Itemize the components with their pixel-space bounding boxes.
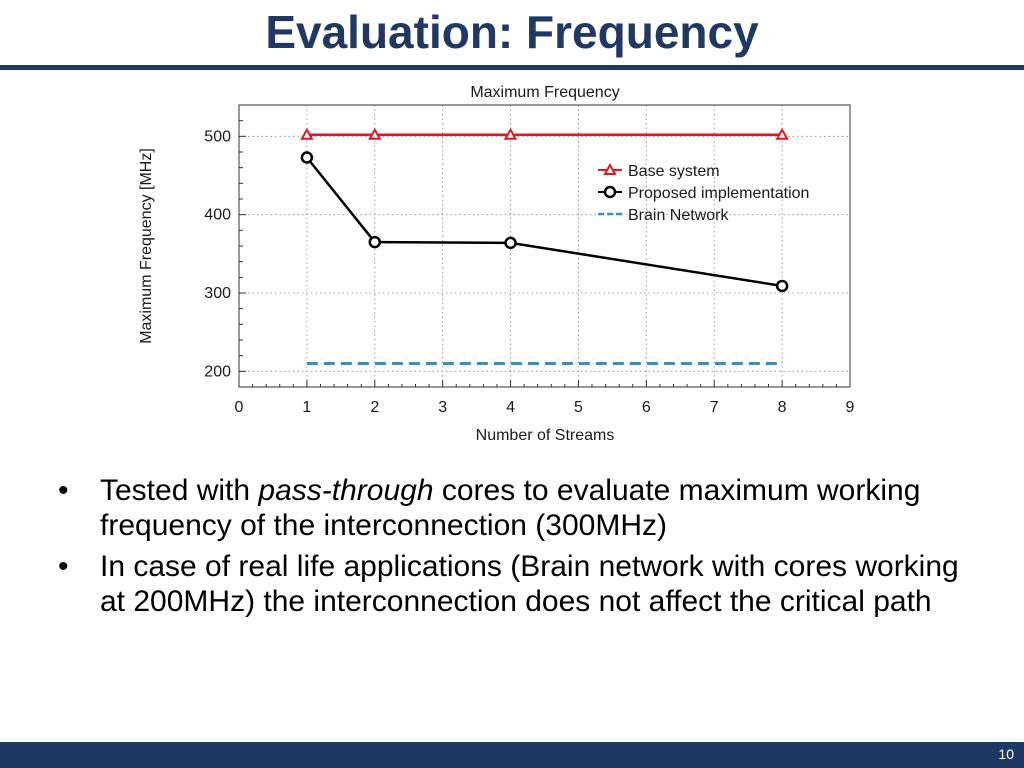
data-point-proposed-implementation [504, 236, 517, 250]
chart-grid [239, 105, 850, 387]
bullet-list: • Tested with pass-through cores to eval… [58, 473, 978, 625]
plot-frame [238, 104, 851, 388]
footer-bar: 10 [0, 742, 1024, 768]
bullet-text-start: Tested with [100, 474, 259, 507]
bullet-text-end: cores to evaluate maximum working freque… [100, 474, 921, 542]
data-point-base-system [368, 127, 382, 140]
x-tick-label: 6 [642, 399, 651, 416]
x-tick-label: 2 [370, 399, 379, 416]
data-point-proposed-implementation [775, 279, 789, 293]
y-tick-label: 500 [204, 128, 231, 145]
series-line-proposed-implementation [305, 156, 783, 288]
max-frequency-chart: Maximum Frequency 0 1 2 3 4 5 6 7 8 9 200 300 400 50… [138, 84, 855, 444]
slide-title: Evaluation: Frequency [265, 6, 759, 58]
legend-marker [603, 185, 617, 199]
x-tick-label: 0 [235, 399, 244, 416]
data-point-base-system [300, 127, 314, 140]
legend-label: Brain Network [628, 207, 729, 224]
x-tick-label: 3 [438, 399, 447, 416]
y-axis-label: Maximum Frequency [MHz] [138, 148, 155, 344]
x-axis-ticks: 0 1 2 3 4 5 6 7 8 9 [235, 380, 855, 416]
legend-marker [603, 162, 617, 175]
chart-legend: Base system Proposed implementation Brain … [598, 162, 809, 224]
y-tick-label: 200 [204, 363, 231, 380]
x-tick-label: 9 [846, 399, 855, 416]
y-tick-label: 300 [204, 285, 231, 302]
bullet-emphasis: pass-through [258, 474, 434, 507]
data-point-proposed-implementation [368, 235, 382, 249]
bullet-marker: • [58, 474, 69, 507]
x-tick-label: 7 [710, 399, 719, 416]
data-point-base-system [503, 127, 518, 140]
bullet-text: In case of real life applications (Brain… [100, 550, 959, 618]
series-layer [300, 127, 789, 365]
bullet-marker: • [58, 550, 69, 583]
page-number: 10 [998, 746, 1014, 762]
data-point-base-system [775, 127, 789, 140]
x-tick-label: 1 [302, 399, 311, 416]
bullet-item: • In case of real life applications (Bra… [58, 549, 978, 619]
x-tick-label: 5 [574, 399, 583, 416]
legend-label: Base system [628, 163, 720, 180]
bullet-item: • Tested with pass-through cores to eval… [58, 473, 978, 543]
x-axis-label: Number of Streams [476, 427, 615, 444]
data-point-proposed-implementation [300, 151, 314, 164]
title-divider [0, 65, 1024, 70]
y-tick-label: 400 [204, 207, 231, 224]
x-tick-label: 8 [778, 399, 787, 416]
legend-label: Proposed implementation [628, 185, 809, 202]
chart-title: Maximum Frequency [470, 84, 619, 101]
y-axis-ticks: 200 300 400 500 [204, 104, 246, 388]
x-tick-label: 4 [506, 399, 515, 416]
